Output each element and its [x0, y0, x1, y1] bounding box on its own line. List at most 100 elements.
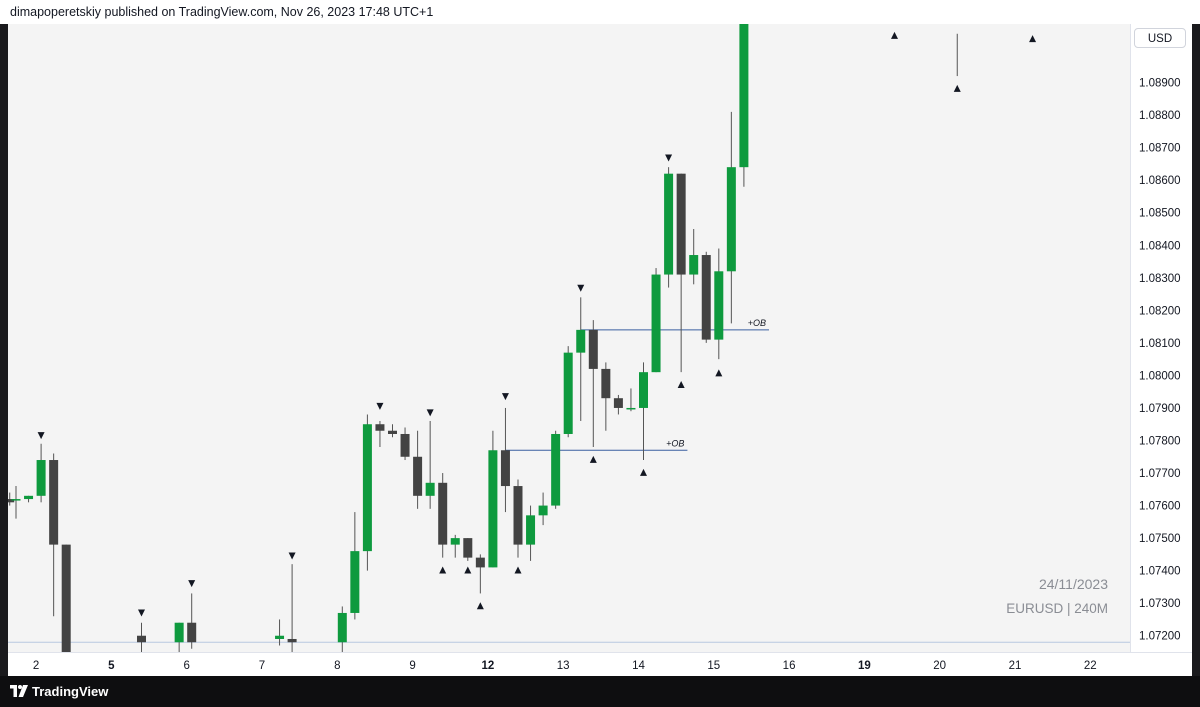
- bear-candle: [676, 173, 686, 275]
- bear-candle: [187, 622, 197, 643]
- time-tick-label: 16: [783, 660, 796, 672]
- tradingview-logo-icon: [10, 685, 28, 697]
- bear-candle: [61, 544, 71, 652]
- right-edge: [1192, 24, 1200, 676]
- price-tick-label: 1.08000: [1139, 370, 1181, 382]
- bull-candle: [350, 551, 360, 613]
- bear-candle: [588, 329, 598, 369]
- price-tick-label: 1.07700: [1139, 468, 1181, 480]
- published-text: dimapoperetskiy published on TradingView…: [10, 5, 434, 19]
- fractal-up-marker: [677, 381, 685, 389]
- fractal-down-marker: [426, 409, 434, 417]
- bull-candle: [450, 538, 460, 545]
- bear-candle: [701, 255, 711, 340]
- bull-candle: [726, 167, 736, 272]
- price-tick-label: 1.07600: [1139, 501, 1181, 513]
- bull-candle: [714, 271, 724, 340]
- bull-candle: [639, 372, 648, 408]
- footer-brand: TradingView: [32, 684, 109, 699]
- bear-candle: [400, 433, 410, 457]
- bear-candle: [438, 482, 448, 545]
- time-tick-label: 20: [933, 660, 946, 672]
- price-tick-label: 1.07800: [1139, 435, 1181, 447]
- bull-candle: [664, 173, 674, 275]
- price-tick-label: 1.07300: [1139, 598, 1181, 610]
- bear-candle: [463, 538, 473, 558]
- price-tick-label: 1.08600: [1139, 175, 1181, 187]
- price-tick-label: 1.07500: [1139, 533, 1181, 545]
- bear-candle: [513, 486, 523, 545]
- chart-plot-area[interactable]: +OB +OB 24/11/2023 EURUSD | 240M: [8, 24, 1130, 652]
- bull-candle: [174, 622, 184, 643]
- bear-candle: [475, 557, 485, 568]
- chart-svg[interactable]: +OB +OB: [8, 24, 1130, 652]
- price-tick-label: 1.08800: [1139, 110, 1181, 122]
- time-tick-label: 22: [1084, 660, 1097, 672]
- time-tick-label: 15: [707, 660, 720, 672]
- time-tick-label: 21: [1009, 660, 1022, 672]
- time-tick-label: 12: [481, 660, 494, 672]
- fractal-down-marker: [501, 393, 509, 401]
- bear-candle: [613, 398, 623, 408]
- price-tick-label: 1.08100: [1139, 338, 1181, 350]
- price-tick-label: 1.08200: [1139, 305, 1181, 317]
- bear-candle: [49, 460, 59, 545]
- price-tick-label: 1.08900: [1139, 78, 1181, 90]
- time-tick-label: 8: [334, 660, 340, 672]
- ob-level-label: +OB: [748, 318, 766, 328]
- fractal-down-marker: [188, 580, 196, 588]
- fractal-down-marker: [665, 154, 673, 162]
- time-tick-label: 6: [183, 660, 189, 672]
- fractal-up-marker: [476, 602, 484, 610]
- bear-candle: [137, 635, 146, 643]
- time-tick-label: 7: [259, 660, 265, 672]
- bull-candle: [551, 433, 561, 506]
- bear-candle: [8, 499, 15, 503]
- fractal-down-marker: [138, 609, 145, 617]
- currency-button[interactable]: USD: [1134, 28, 1186, 48]
- price-axis-svg: 1.08900 1.08800 1.08700 1.08600 1.08500 1.084…: [1139, 78, 1181, 643]
- price-tick-label: 1.08700: [1139, 143, 1181, 155]
- bear-candle: [500, 450, 510, 487]
- fractal-up-marker: [464, 566, 472, 574]
- bull-candle: [488, 450, 498, 568]
- bull-candle: [739, 24, 749, 168]
- time-tick-label: 9: [409, 660, 415, 672]
- price-tick-label: 1.07200: [1139, 631, 1181, 643]
- bear-candle: [375, 424, 385, 431]
- time-tick-label: 5: [108, 660, 115, 672]
- fractal-down-marker: [288, 552, 296, 560]
- fractal-up-marker: [953, 84, 961, 92]
- price-tick-label: 1.08500: [1139, 208, 1181, 220]
- fractal-down-marker: [37, 432, 45, 440]
- price-tick-label: 1.07400: [1139, 566, 1181, 578]
- watermark-symbol: EURUSD | 240M: [1006, 601, 1108, 616]
- bull-candle: [362, 424, 372, 552]
- fractal-up-marker: [715, 369, 723, 377]
- published-header: dimapoperetskiy published on TradingView…: [0, 0, 1200, 24]
- bear-candle: [388, 430, 397, 434]
- bull-candle: [24, 495, 34, 500]
- fractal-up-marker: [640, 468, 647, 476]
- price-tick-label: 1.07900: [1139, 403, 1181, 415]
- fractal-down-marker: [577, 284, 585, 292]
- bull-candle: [337, 612, 347, 643]
- bull-candle: [563, 352, 573, 434]
- bull-candle: [651, 274, 661, 373]
- time-tick-label: 2: [33, 660, 39, 672]
- time-axis-svg: 2 5 6 7 8 9 12 13 14 15 16 19 20 21 22: [33, 660, 1097, 672]
- bull-candle: [36, 460, 46, 496]
- bull-candle: [425, 482, 435, 496]
- bear-candle: [601, 368, 611, 399]
- bull-candle: [275, 635, 285, 639]
- ob-level-label: +OB: [666, 438, 684, 448]
- time-tick-label: 19: [858, 660, 871, 672]
- time-tick-label: 13: [557, 660, 570, 672]
- bull-candle: [576, 329, 586, 353]
- price-axis[interactable]: 1.08900 1.08800 1.08700 1.08600 1.08500 1.084…: [1130, 24, 1192, 652]
- fractal-up-marker: [439, 566, 447, 574]
- time-axis[interactable]: 2 5 6 7 8 9 12 13 14 15 16 19 20 21 22: [8, 652, 1192, 676]
- price-tick-label: 1.08400: [1139, 240, 1181, 252]
- fractal-up-marker: [589, 455, 597, 463]
- bull-candle: [538, 505, 548, 516]
